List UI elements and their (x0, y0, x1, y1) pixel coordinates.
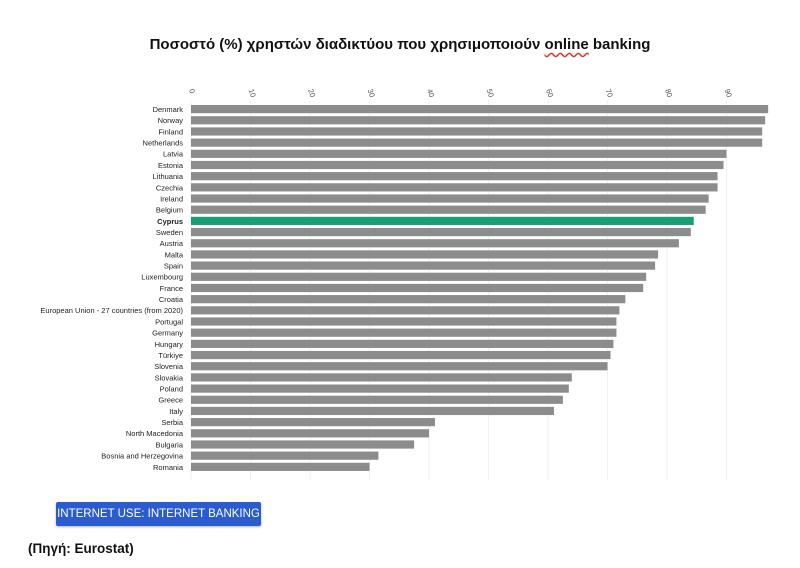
bar-25 (191, 384, 569, 393)
category-label-27: Italy (169, 407, 183, 416)
category-label-3: Netherlands (143, 139, 184, 148)
category-label-25: Poland (160, 385, 183, 394)
category-label-2: Finland (158, 127, 183, 136)
bar-29 (191, 429, 429, 438)
bar-3 (191, 138, 763, 147)
bar-16 (191, 283, 644, 293)
category-label-16: France (160, 284, 183, 293)
category-label-26: Greece (158, 396, 183, 405)
bar-4 (191, 149, 727, 158)
bar-21 (191, 339, 614, 348)
category-label-11: Sweden (156, 228, 183, 237)
category-label-22: Türkiye (158, 351, 183, 360)
category-label-15: Luxembourg (141, 273, 183, 282)
category-label-20: Germany (152, 329, 183, 338)
x-tick-label-7: 70 (604, 88, 615, 99)
category-label-8: Ireland (160, 194, 183, 203)
bar-12 (191, 239, 679, 248)
category-label-9: Belgium (156, 206, 183, 215)
category-label-12: Austria (160, 239, 184, 248)
category-label-1: Norway (158, 116, 184, 125)
x-tick-label-1: 10 (247, 88, 258, 99)
category-label-21: Hungary (155, 340, 184, 349)
bar-0 (191, 105, 769, 114)
category-label-31: Bosnia and Herzegovina (101, 452, 184, 461)
bar-27 (191, 406, 554, 416)
category-label-6: Lithuania (153, 172, 184, 181)
category-label-0: Denmark (153, 105, 184, 114)
bar-6 (191, 172, 718, 181)
category-label-7: Czechia (156, 183, 184, 192)
category-label-32: Romania (153, 463, 184, 472)
x-tick-label-8: 80 (663, 88, 674, 99)
x-tick-label-3: 30 (366, 88, 377, 99)
category-label-23: Slovenia (154, 362, 184, 371)
bar-10 (191, 216, 694, 225)
category-label-17: Croatia (159, 295, 184, 304)
bar-5 (191, 160, 724, 170)
bar-7 (191, 183, 718, 192)
chart-title: Ποσοστό (%) χρηστών διαδικτύου που χρησι… (0, 36, 800, 53)
bar-22 (191, 350, 611, 360)
chart-title-suffix: banking (588, 36, 651, 53)
bar-2 (191, 127, 763, 136)
bar-30 (191, 440, 415, 449)
bar-17 (191, 295, 626, 304)
x-tick-label-4: 40 (425, 88, 436, 99)
bar-14 (191, 261, 656, 270)
category-label-19: Portugal (155, 317, 183, 326)
category-label-29: North Macedonia (126, 429, 184, 438)
bar-15 (191, 272, 647, 281)
internet-banking-button-label: INTERNET USE: INTERNET BANKING (57, 508, 260, 520)
category-label-28: Serbia (161, 418, 184, 427)
bar-28 (191, 418, 435, 427)
bar-11 (191, 227, 691, 237)
category-label-24: Slovakia (155, 373, 184, 382)
chart-title-underlined: online (544, 36, 589, 53)
category-label-14: Spain (164, 262, 183, 271)
internet-banking-button[interactable]: INTERNET USE: INTERNET BANKING (56, 502, 261, 526)
category-label-4: Latvia (163, 150, 184, 159)
chart-title-prefix: Ποσοστό (%) χρηστών διαδικτύου που χρησι… (149, 36, 545, 53)
x-tick-label-0: 0 (187, 88, 197, 95)
bar-26 (191, 395, 563, 404)
bar-19 (191, 317, 617, 326)
category-label-18: European Union - 27 countries (from 2020… (40, 306, 183, 315)
bar-23 (191, 362, 608, 371)
category-label-5: Estonia (158, 161, 184, 170)
category-label-30: Bulgaria (155, 440, 183, 449)
bar-20 (191, 328, 617, 337)
bar-8 (191, 194, 709, 203)
category-label-10: Cyprus (157, 217, 183, 226)
x-tick-label-2: 20 (306, 88, 317, 99)
bar-18 (191, 306, 620, 315)
x-tick-label-6: 60 (544, 88, 555, 99)
category-label-13: Malta (165, 250, 184, 259)
bar-31 (191, 451, 379, 460)
bar-32 (191, 462, 370, 471)
bar-chart: 0 10 20 30 40 50 60 70 80 90 Denmark Norway Finland N… (40, 88, 769, 480)
bar-24 (191, 373, 572, 382)
x-tick-label-9: 90 (723, 88, 734, 99)
source-note: (Πηγή: Eurostat) (28, 541, 134, 556)
bar-9 (191, 205, 706, 214)
x-tick-label-5: 50 (485, 88, 496, 99)
bar-1 (191, 116, 766, 125)
bar-13 (191, 250, 659, 259)
